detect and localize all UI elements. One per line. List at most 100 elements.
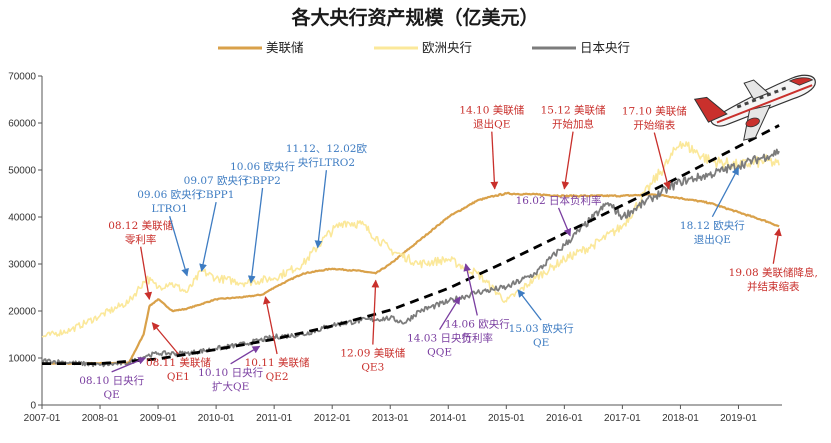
annotation-arrow	[653, 132, 671, 190]
annotation-text: QE	[533, 337, 549, 349]
annotation-text: 09.06 欧央行	[137, 188, 202, 201]
annotation-arrow	[517, 289, 542, 321]
x-tick-label: 2008-01	[82, 413, 119, 424]
annotation-text: 负利率	[462, 331, 494, 344]
x-tick-label: 2016-01	[546, 413, 583, 424]
series-line-1	[41, 141, 780, 338]
annotation-arrow	[772, 227, 782, 264]
annotation-text: 扩大QE	[212, 380, 249, 393]
annotation-arrow	[439, 296, 461, 330]
y-tick-label: 40000	[8, 213, 36, 224]
y-tick-label: 70000	[8, 72, 36, 83]
annotation-8: 16.02 日本负利率	[516, 194, 602, 237]
annotation-text: 09.07 欧央行	[184, 174, 249, 187]
annotation-arrow	[490, 131, 499, 190]
legend-label: 日本央行	[580, 40, 630, 55]
legend-item-boj: 日本央行	[532, 40, 630, 55]
x-tick-labels: 2007-01 2008-01 2009-01 2010-01 2011-01 2012-…	[24, 405, 757, 424]
annotation-18: 15.03 欧央行 QE	[509, 289, 574, 349]
annotation-16: 14.03 日央行 QQE	[407, 296, 473, 359]
y-tick-label: 10000	[8, 354, 36, 365]
annotation-2: 09.07 欧央行 CBPP1	[184, 174, 249, 272]
x-tick-label: 2011-01	[256, 413, 292, 424]
annotation-text: 18.12 欧央行	[680, 219, 745, 232]
annotation-text: QQE	[427, 347, 452, 359]
x-tick-label: 2017-01	[604, 413, 641, 424]
legend-label: 美联储	[266, 40, 304, 55]
x-tick-label: 2019-01	[720, 413, 757, 424]
x-tick-label: 2012-01	[314, 413, 351, 424]
legend: 美联储 欧洲央行 日本央行	[218, 40, 630, 55]
annotation-10: 19.08 美联储降息,并结束缩表	[729, 227, 818, 293]
annotation-arrow	[199, 201, 217, 272]
legend-item-ecb: 欧洲央行	[374, 40, 472, 55]
annotation-arrow	[371, 279, 380, 345]
annotation-text: 14.10 美联储	[459, 104, 524, 117]
annotation-3: 10.06 欧央行 CBPP2	[230, 160, 295, 284]
annotation-14: 10.11 美联储 QE2	[245, 296, 310, 383]
airplane-icon	[693, 74, 816, 141]
x-tick-label: 2007-01	[24, 413, 61, 424]
chart-title: 各大央行资产规模（亿美元）	[290, 6, 538, 29]
annotation-text: 开始加息	[552, 118, 594, 131]
annotation-text: 开始缩表	[633, 119, 675, 132]
legend-label: 欧洲央行	[422, 40, 472, 55]
annotation-text: QE2	[266, 371, 289, 383]
annotation-text: QE	[104, 389, 120, 401]
annotation-text: QE1	[167, 371, 190, 383]
annotation-text: LTRO1	[152, 203, 188, 215]
legend-item-fed: 美联储	[218, 40, 304, 55]
x-tick-label: 2009-01	[140, 413, 177, 424]
annotation-text: CBPP2	[244, 175, 281, 187]
annotation-text: 17.10 美联储	[622, 105, 687, 118]
y-tick-label: 50000	[8, 166, 36, 177]
annotation-text: 15.03 欧央行	[509, 322, 574, 335]
annotation-arrow	[557, 207, 572, 237]
annotation-text: 11.12、12.02欧	[286, 143, 368, 155]
annotation-text: 央行LTRO2	[298, 156, 355, 169]
annotation-text: 16.02 日本负利率	[516, 194, 602, 207]
annotation-arrow	[169, 216, 189, 277]
series-layer	[41, 141, 780, 368]
annotation-text: 19.08 美联储降息,	[729, 266, 818, 279]
annotation-text: 08.10 日央行	[79, 374, 144, 387]
annotation-arrow	[247, 187, 264, 284]
annotation-arrow	[111, 357, 147, 373]
annotation-arrow	[463, 263, 478, 316]
annotation-text: 10.06 欧央行	[230, 160, 295, 173]
annotation-12: 08.11 美联储 QE1	[146, 322, 211, 383]
annotation-text: 08.12 美联储	[108, 219, 173, 232]
annotation-text: 10.11 美联储	[245, 356, 310, 369]
y-tick-label: 20000	[8, 307, 36, 318]
y-tick-labels: 0 10000 20000 30000 40000 50000 60000 70000	[8, 72, 42, 412]
y-tick-label: 0	[30, 401, 36, 412]
x-tick-label: 2014-01	[430, 413, 467, 424]
annotation-text: 退出QE	[694, 233, 731, 246]
annotation-arrow	[140, 246, 153, 301]
annotation-arrow	[711, 166, 740, 218]
annotation-arrow	[561, 131, 574, 190]
annotation-arrow	[230, 345, 261, 365]
annotation-text: 零利率	[125, 233, 157, 246]
annotation-arrow	[263, 296, 278, 355]
annotation-text: CBPP1	[198, 189, 235, 201]
annotation-text: 14.03 日央行	[407, 332, 472, 345]
x-tick-label: 2013-01	[372, 413, 409, 424]
annotation-text: QE3	[361, 362, 384, 374]
y-tick-label: 60000	[8, 119, 36, 130]
annotation-text: 15.12 美联储	[541, 104, 606, 117]
x-tick-label: 2015-01	[488, 413, 525, 424]
annotation-text: 08.11 美联储	[146, 356, 211, 369]
annotation-text: 并结束缩表	[747, 280, 800, 293]
x-tick-label: 2018-01	[662, 413, 699, 424]
annotation-11: 08.10 日央行 QE	[79, 357, 147, 401]
